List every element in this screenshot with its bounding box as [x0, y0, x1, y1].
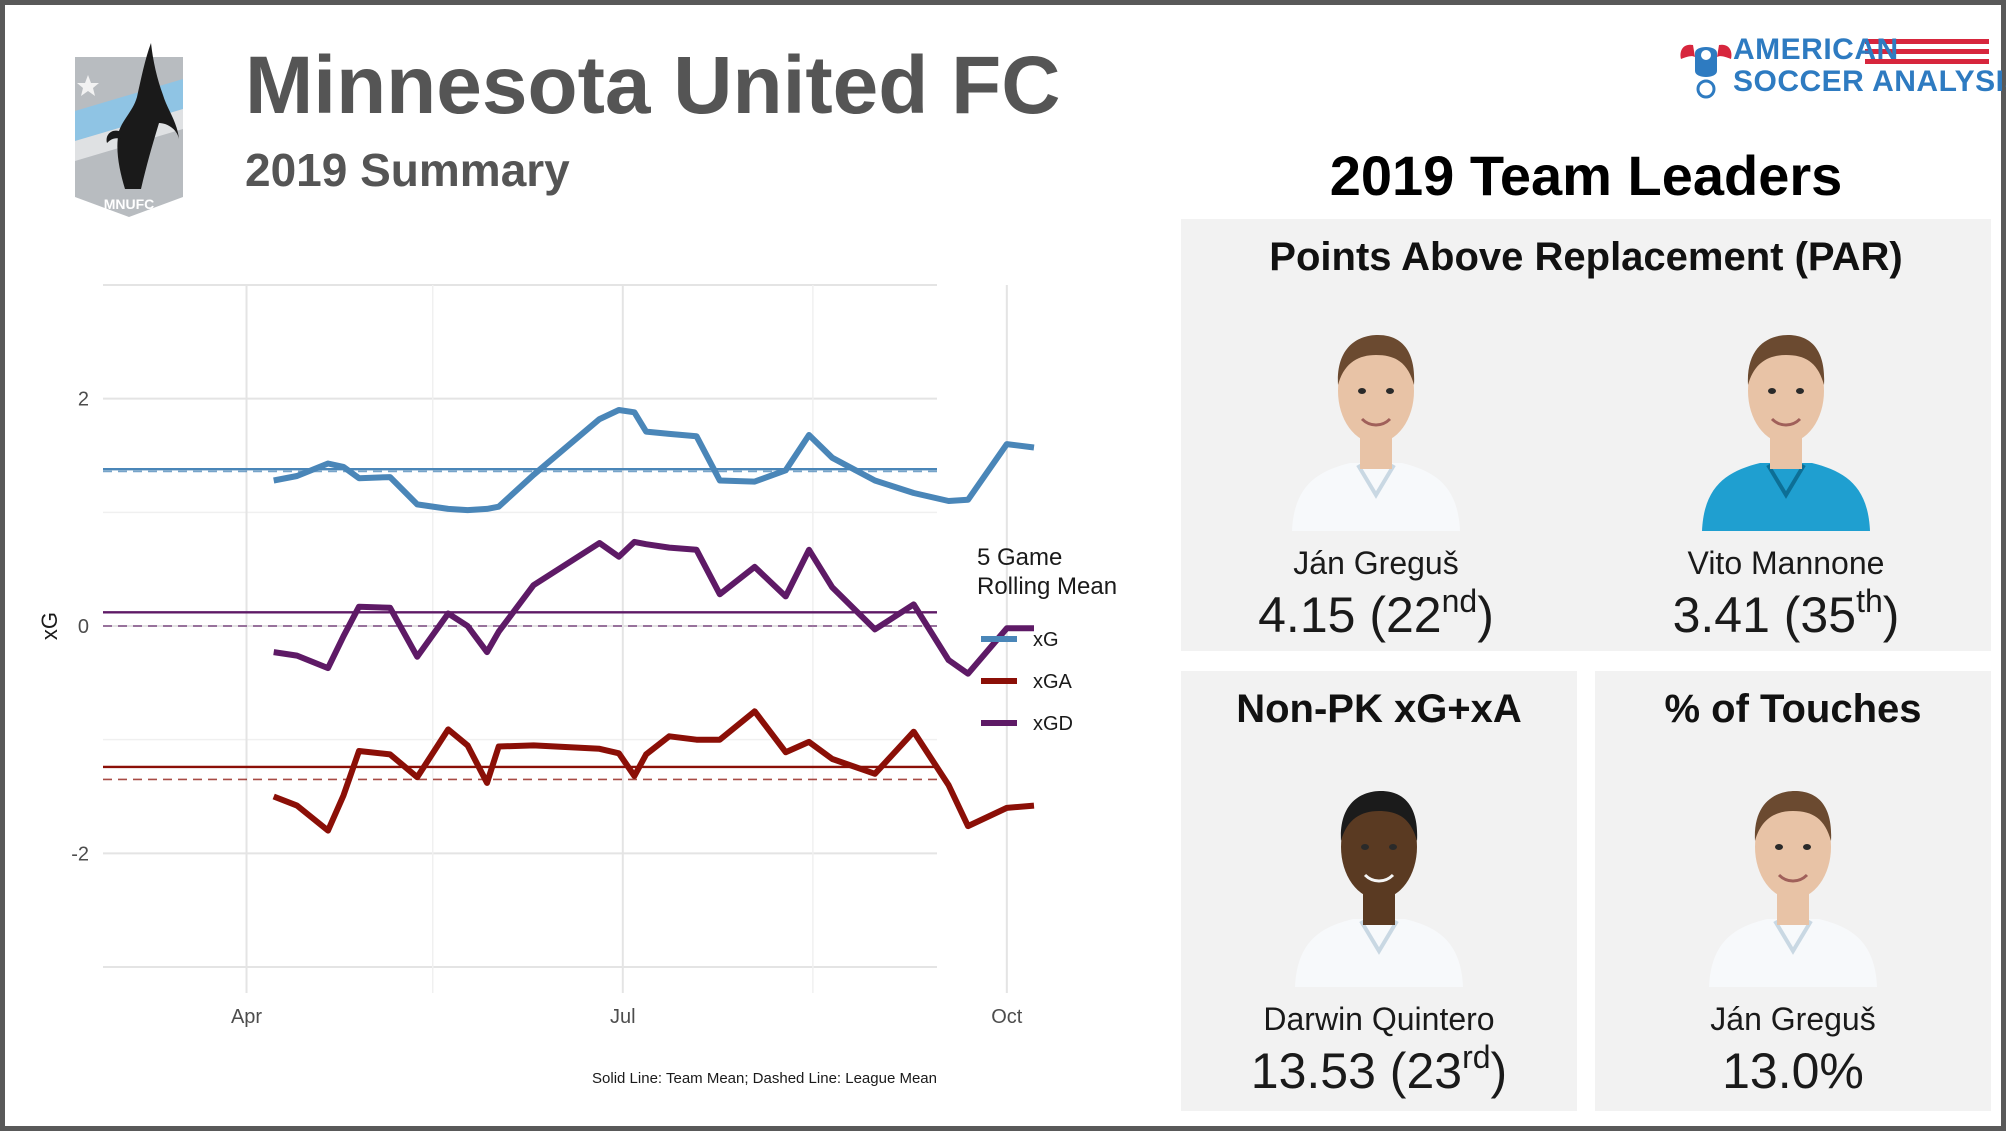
legend-title: Rolling Mean — [977, 573, 1117, 600]
par-player-1-value: 4.15 (22nd) — [1258, 583, 1494, 643]
y-tick-label: -2 — [71, 843, 89, 865]
chart-series — [272, 407, 1035, 834]
legend-label: xGD — [1033, 713, 1073, 735]
xgxa-panel: Non-PK xG+xA Darwin Quintero 13.53 (23rd… — [1181, 671, 1577, 1111]
asa-logo — [1680, 39, 1989, 99]
chart-grid — [103, 284, 1008, 993]
leaders-title: 2019 Team Leaders — [1329, 144, 1843, 207]
par-panel: Points Above Replacement (PAR) Ján Gregu… — [1181, 219, 1991, 651]
series-line-xgd — [273, 538, 1034, 677]
player-photo-icon — [1288, 305, 1464, 531]
player-photo-icon — [1291, 761, 1467, 987]
player-photo-icon — [1698, 305, 1874, 531]
player-photo-icon — [1705, 761, 1881, 987]
xgxa-player-name: Darwin Quintero — [1263, 1001, 1495, 1037]
asa-line-1: AMERICAN — [1733, 33, 1899, 66]
mnufc-crest-logo: MNUFC — [75, 43, 183, 217]
xgxa-heading: Non-PK xG+xA — [1236, 687, 1522, 731]
par-heading: Points Above Replacement (PAR) — [1269, 235, 1903, 279]
y-axis-label: xG — [37, 612, 62, 640]
par-player-2-value: 3.41 (35th) — [1672, 583, 1900, 643]
y-tick-label: 2 — [78, 389, 89, 411]
touches-player-value: 13.0% — [1722, 1043, 1864, 1099]
legend-title: 5 Game — [977, 544, 1062, 571]
par-player-2: Vito Mannone 3.41 (35th) — [1661, 305, 1911, 644]
touches-player: Ján Greguš 13.0% — [1643, 761, 1943, 1100]
series-line-xg — [273, 407, 1035, 514]
par-player-1-name: Ján Greguš — [1293, 545, 1459, 581]
x-tick-label: Jul — [610, 1006, 636, 1028]
xgxa-player: Darwin Quintero 13.53 (23rd) — [1229, 761, 1529, 1100]
page-title: Minnesota United FC — [245, 40, 1061, 131]
legend-label: xGA — [1033, 671, 1073, 693]
asa-line-2: SOCCER ANALYSIS — [1733, 65, 2006, 98]
legend-label: xG — [1033, 629, 1059, 651]
chart-caption: Solid Line: Team Mean; Dashed Line: Leag… — [592, 1070, 937, 1087]
touches-player-name: Ján Greguš — [1710, 1001, 1876, 1037]
chart-axes: -2 0 2 Apr Jul Oct xG — [37, 389, 1023, 1028]
x-tick-label: Oct — [991, 1006, 1023, 1028]
y-tick-label: 0 — [78, 616, 89, 638]
series-line-xga — [272, 708, 1035, 834]
par-player-2-name: Vito Mannone — [1687, 545, 1885, 581]
mean-lines — [103, 467, 937, 781]
touches-panel: % of Touches Ján Greguš 13.0% — [1595, 671, 1991, 1111]
par-player-1: Ján Greguš 4.15 (22nd) — [1251, 305, 1501, 644]
xgxa-player-value: 13.53 (23rd) — [1250, 1039, 1508, 1099]
logo-text: MNUFC — [104, 196, 155, 212]
touches-heading: % of Touches — [1664, 687, 1922, 731]
x-tick-label: Apr — [231, 1006, 262, 1028]
page-subtitle: 2019 Summary — [245, 144, 570, 196]
